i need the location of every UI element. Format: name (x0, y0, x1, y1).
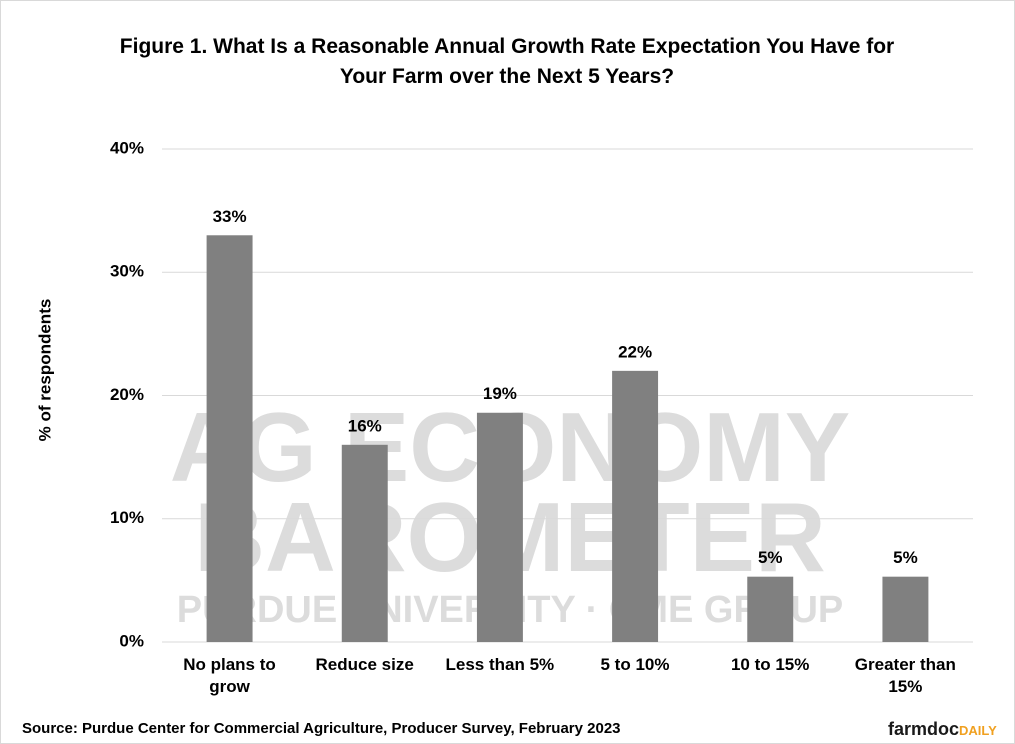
source: Source: Purdue Center for Commercial Agr… (22, 720, 621, 737)
x-tick-label: Greater than 15% (854, 655, 956, 696)
data-label: 5% (758, 548, 783, 567)
data-label: 33% (213, 207, 247, 226)
data-label: 22% (618, 342, 652, 361)
bar (747, 576, 794, 642)
chart-title: Figure 1. What Is a Reasonable Annual Gr… (119, 35, 895, 88)
data-label: 19% (483, 384, 517, 403)
x-tick-label: 5 to 10% (600, 655, 670, 674)
x-tick-label: Reduce size (315, 655, 414, 674)
brand: farmdocDAILY (888, 719, 997, 740)
x-tick-label: 10 to 15% (730, 655, 810, 674)
bar (476, 412, 523, 642)
y-tick-label: 10% (110, 508, 144, 527)
bar (206, 235, 253, 642)
y-tick-label: 40% (110, 138, 144, 157)
data-label: 5% (893, 548, 918, 567)
brand-suffix: DAILY (959, 723, 997, 738)
bar (341, 444, 388, 642)
y-axis-label: % of respondents (35, 299, 54, 442)
y-tick-label: 20% (110, 385, 144, 404)
y-tick-label: 0% (119, 631, 144, 650)
x-tick-label: Less than 5% (445, 655, 555, 674)
data-label: 16% (348, 416, 382, 435)
bar (882, 576, 929, 642)
bar (612, 370, 659, 642)
brand-main: farmdoc (888, 719, 960, 739)
y-tick-label: 30% (110, 262, 144, 281)
x-tick-label: No plans to grow (183, 655, 276, 696)
